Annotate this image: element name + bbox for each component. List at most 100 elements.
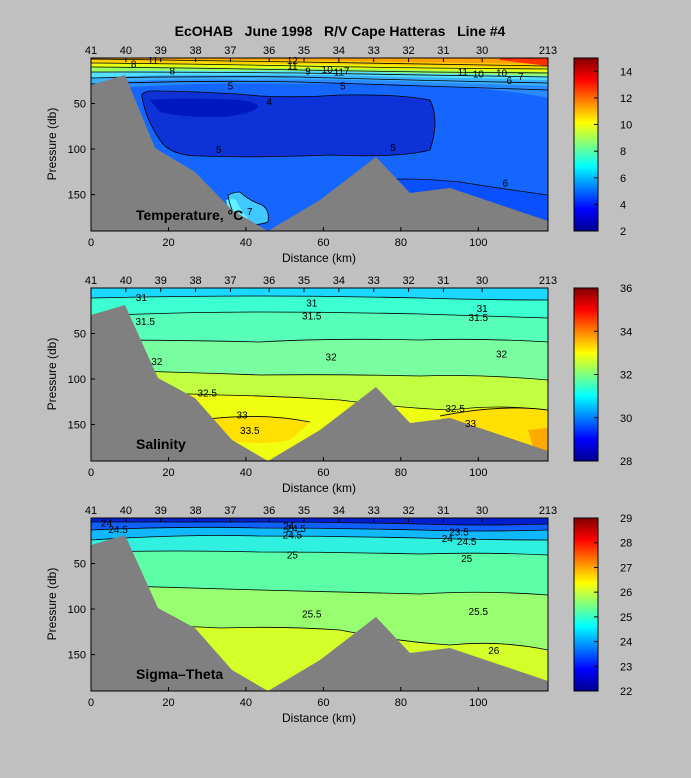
station-label: 41 [85,505,97,517]
station-label: 30 [476,275,488,287]
contour-label: 31 [136,293,148,304]
station-label: 30 [476,505,488,517]
colorbar-tick-label: 6 [620,173,626,185]
colorbar-tick-label: 22 [620,686,632,698]
station-label: 38 [189,45,201,57]
y-tick-label: 50 [74,329,86,341]
contour-label: 11 [287,61,298,72]
contour-label: 7 [518,72,524,83]
station-label: 34 [333,275,345,287]
contour-label: 32.5 [445,404,465,415]
station-label: 39 [155,275,167,287]
sigma-theta-axes-frame [90,517,549,692]
contour-label: 24.5 [108,525,128,536]
station-label: 34 [333,505,345,517]
contour-label: 24.5 [287,524,307,535]
x-tick-label: 60 [317,467,329,479]
contour-label: 25 [287,550,299,561]
salinity-field [91,288,548,461]
contour-label: 5 [228,81,234,92]
station-label: 32 [402,505,414,517]
temperature-station-labels: 41 40 39 38 37 36 35 34 33 32 31 30 213 [85,45,557,62]
contour-label: 31 [477,304,489,315]
sigma-theta-xlabel: Distance (km) [282,711,356,725]
x-tick-label: 40 [240,467,252,479]
colorbar-tick-label: 28 [620,456,632,468]
station-label: 39 [155,505,167,517]
colorbar-tick-label: 26 [620,587,632,599]
colorbar-tick-label: 36 [620,283,632,295]
temperature-ticks: 0 20 40 60 80 100 50 100 150 [68,99,488,249]
contour-label: 25.5 [469,607,489,618]
contour-label: 7 [344,67,350,78]
x-tick-label: 0 [88,467,94,479]
station-label: 34 [333,45,345,57]
colorbar-tick-label: 29 [620,513,632,525]
salinity-bathymetry-ridge [268,387,548,461]
colorbar-tick-label: 10 [620,120,632,132]
contour-label: 5 [390,143,396,154]
contour-label: 23.5 [449,528,469,539]
salinity-bathymetry [91,305,268,461]
contour-label: 26 [488,646,500,657]
x-tick-label: 100 [469,467,487,479]
sigma-theta-colorbar [573,517,599,692]
x-tick-label: 100 [469,237,487,249]
y-tick-label: 150 [68,190,86,202]
sigma-theta-ticks: 0 20 40 60 80 100 50 100 150 [68,559,488,709]
x-tick-label: 80 [395,697,407,709]
station-label: 36 [263,505,275,517]
station-label: 31 [437,275,449,287]
colorbar-tick-label: 12 [620,93,632,105]
station-label: 36 [263,45,275,57]
x-tick-label: 0 [88,697,94,709]
contour-label: 6 [503,179,509,190]
x-tick-label: 0 [88,237,94,249]
station-label: 39 [155,45,167,57]
x-tick-label: 80 [395,467,407,479]
sigma-theta-station-labels: 41 40 39 38 37 36 35 34 33 32 31 30 213 [85,505,557,522]
y-tick-label: 150 [68,650,86,662]
station-label: 31 [437,505,449,517]
contour-label: 10 [473,69,485,80]
sigma-theta-field [91,518,548,691]
temperature-colorbar-ticks: 2 4 6 8 10 12 14 [594,66,632,238]
contour-label: 25 [461,554,473,565]
sigma-theta-ylabel: Pressure (db) [45,568,59,641]
station-label: 33 [368,505,380,517]
colorbar-tick-label: 32 [620,370,632,382]
contour-label: 4 [266,97,272,108]
contour-label: 33 [465,419,477,430]
x-tick-label: 20 [162,237,174,249]
temperature-colorbar [573,57,599,232]
colorbar-tick-label: 28 [620,538,632,550]
station-label: 213 [539,45,557,57]
station-label: 37 [224,275,236,287]
contour-label: 31 [306,299,318,310]
x-tick-label: 40 [240,237,252,249]
y-tick-label: 100 [68,604,86,616]
station-label: 37 [224,45,236,57]
temperature-panel-label: Temperature, °C [136,207,243,223]
contour-label: 8 [131,59,137,70]
x-tick-label: 20 [162,697,174,709]
colorbar-tick-label: 14 [620,66,632,78]
contour-label: 5 [216,145,222,156]
contour-label: 8 [170,67,176,78]
temperature-bathymetry [91,75,268,231]
colorbar-tick-label: 23 [620,661,632,673]
x-tick-label: 20 [162,467,174,479]
contour-label: 32.5 [197,389,217,400]
figure-title: EcOHAB June 1998 R/V Cape Hatteras Line … [175,23,506,39]
station-label: 40 [120,505,132,517]
colorbar-tick-label: 30 [620,413,632,425]
salinity-station-labels: 41 40 39 38 37 36 35 34 33 32 31 30 213 [85,275,557,292]
sigma-theta-colorbar-ticks: 22 23 24 25 26 27 28 29 [594,513,632,698]
temperature-ylabel: Pressure (db) [45,108,59,181]
station-label: 32 [402,45,414,57]
